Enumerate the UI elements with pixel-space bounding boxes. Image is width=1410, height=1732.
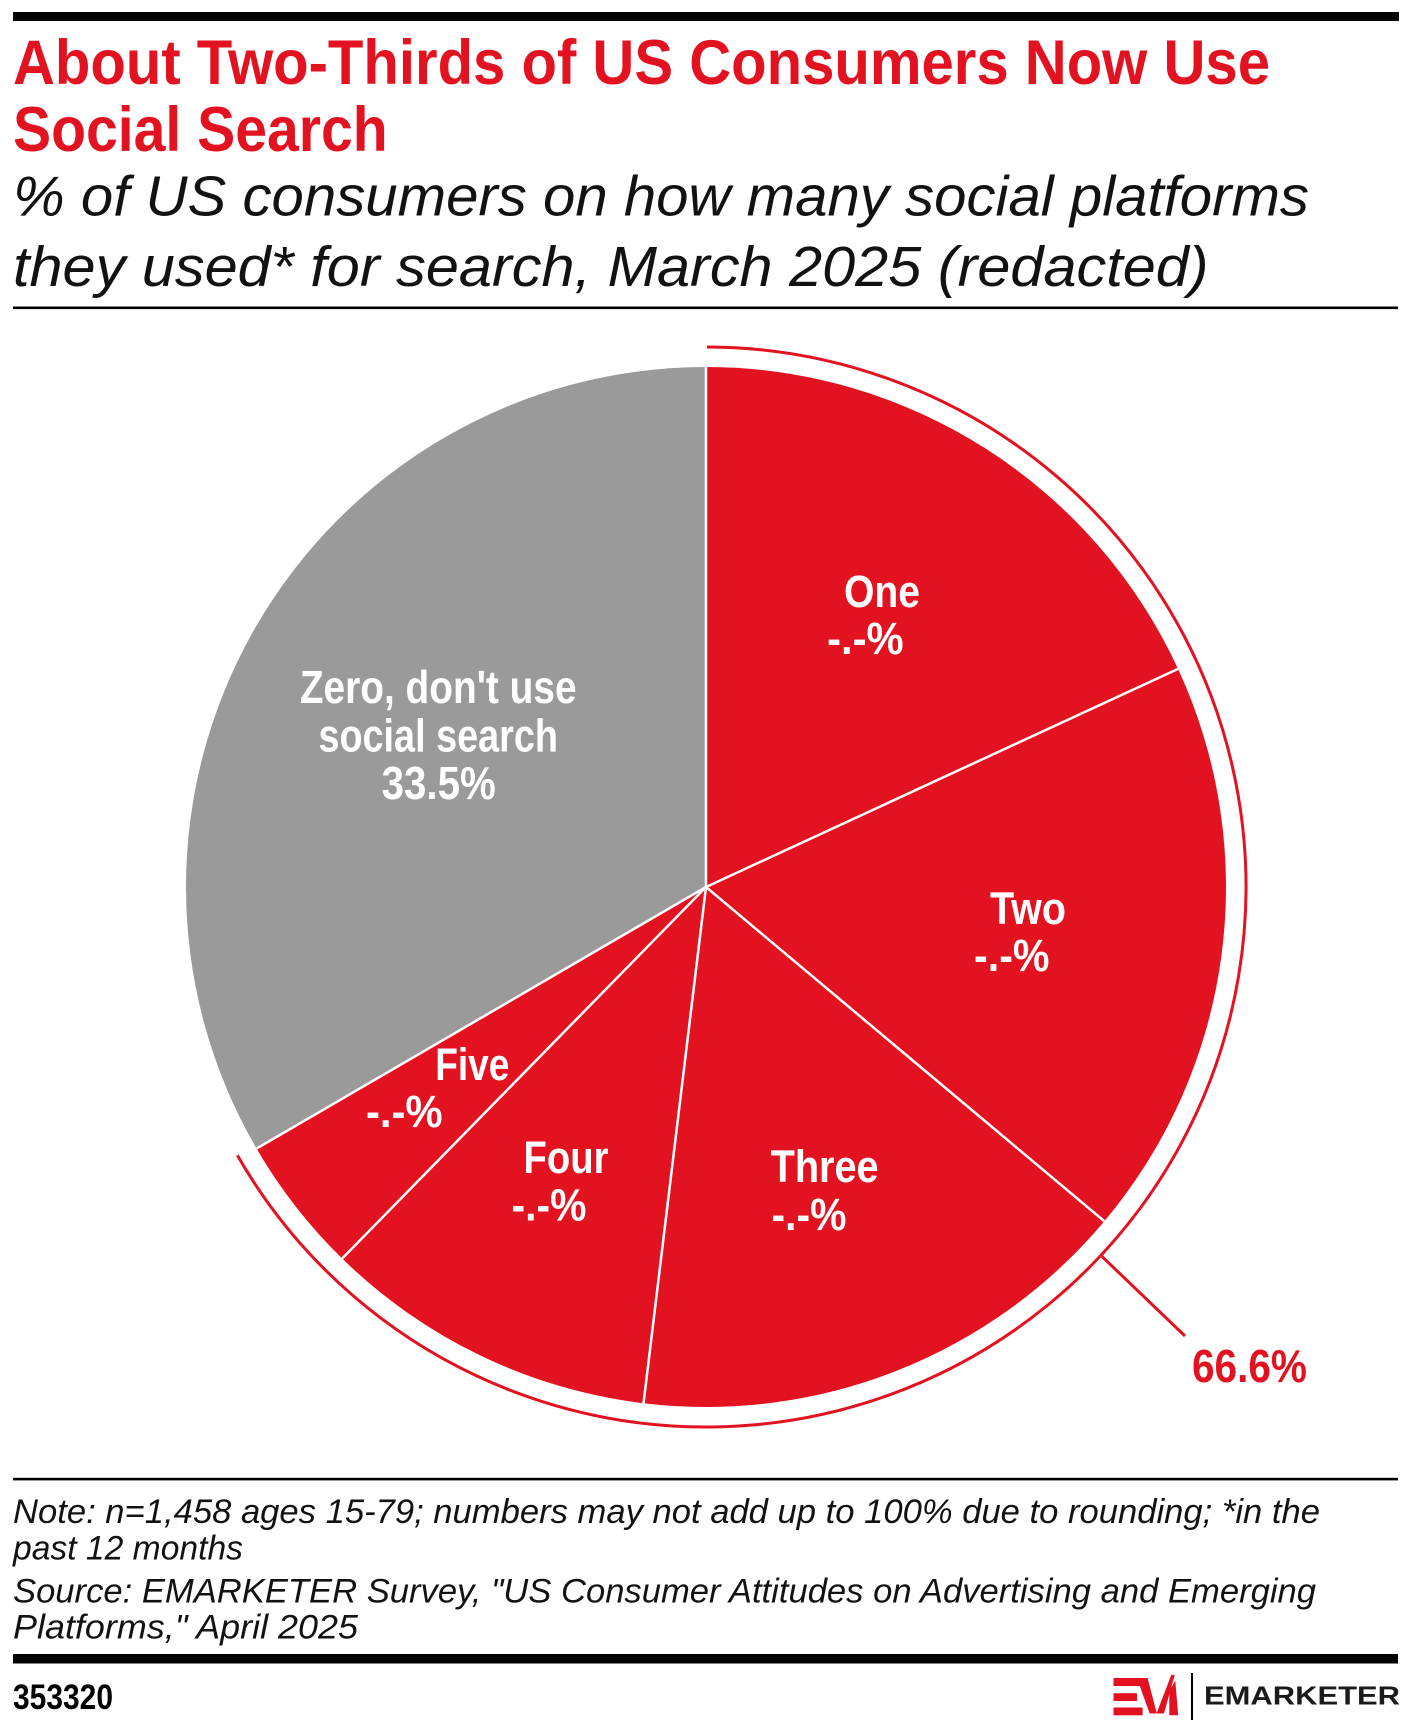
svg-text:% of US consumers on how many: % of US consumers on how many social pla… xyxy=(13,164,1309,228)
svg-text:Three: Three xyxy=(771,1141,879,1192)
svg-text:they used* for search, March 2: they used* for search, March 2025 (redac… xyxy=(13,235,1209,299)
svg-text:-.-%: -.-% xyxy=(827,613,904,664)
svg-text:-.-%: -.-% xyxy=(366,1086,443,1137)
svg-text:Social Search: Social Search xyxy=(13,95,388,165)
svg-text:Platforms," April 2025: Platforms," April 2025 xyxy=(13,1609,358,1647)
svg-text:66.6%: 66.6% xyxy=(1192,1340,1307,1392)
svg-text:social search: social search xyxy=(318,710,558,762)
svg-text:Five: Five xyxy=(435,1039,509,1090)
svg-text:past 12 months: past 12 months xyxy=(12,1530,243,1568)
svg-text:Four: Four xyxy=(524,1132,609,1183)
svg-text:Note: n=1,458 ages 15-79; numb: Note: n=1,458 ages 15-79; numbers may no… xyxy=(13,1493,1320,1531)
svg-text:One: One xyxy=(844,566,920,617)
svg-text:Zero, don't use: Zero, don't use xyxy=(300,661,577,713)
svg-text:EMARKETER: EMARKETER xyxy=(1204,1681,1400,1711)
svg-text:Source: EMARKETER Survey, "US: Source: EMARKETER Survey, "US Consumer A… xyxy=(13,1572,1316,1610)
svg-text:Two: Two xyxy=(990,883,1066,934)
svg-text:33.5%: 33.5% xyxy=(382,757,496,809)
svg-text:About Two-Thirds of US Consume: About Two-Thirds of US Consumers Now Use xyxy=(13,28,1270,98)
svg-text:-.-%: -.-% xyxy=(512,1180,587,1231)
svg-text:-.-%: -.-% xyxy=(772,1189,847,1240)
svg-text:-.-%: -.-% xyxy=(974,930,1050,981)
svg-text:353320: 353320 xyxy=(13,1678,113,1717)
